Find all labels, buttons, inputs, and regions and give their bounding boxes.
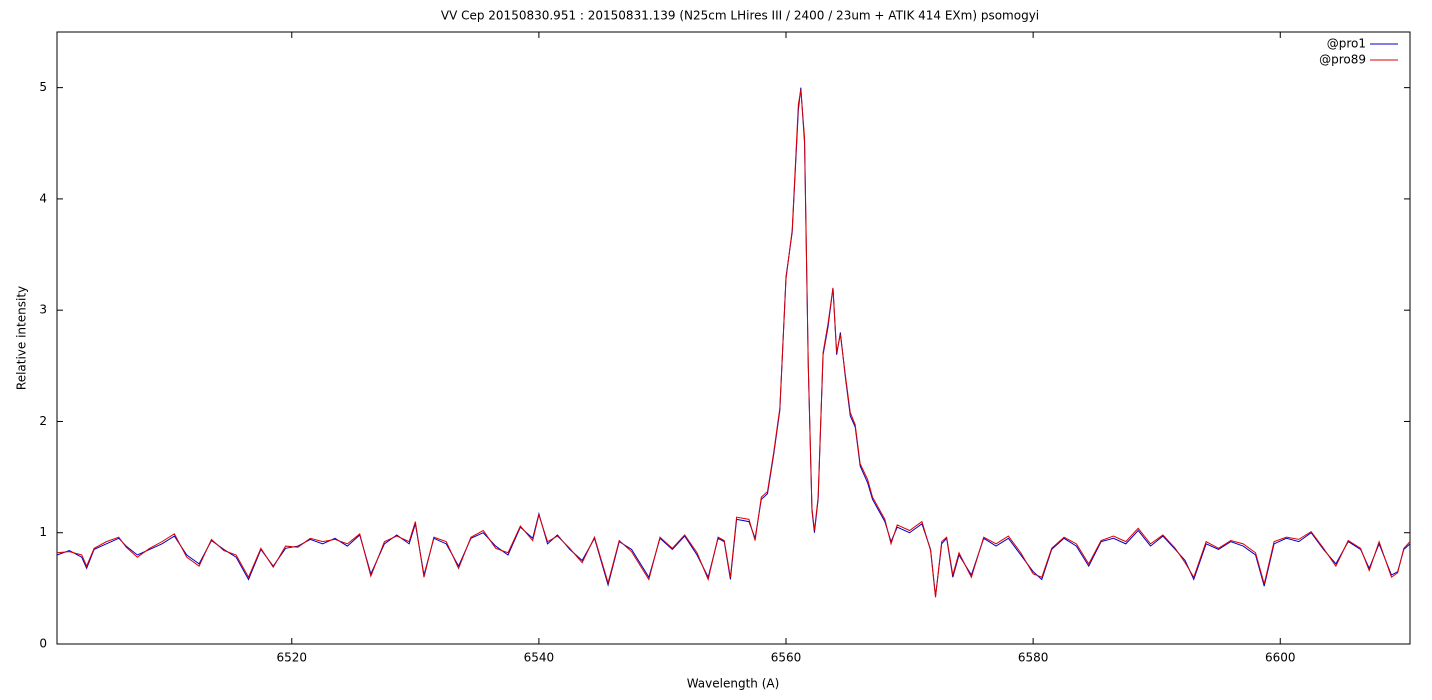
x-tick-label: 6540 [524, 651, 555, 665]
chart-title: VV Cep 20150830.951 : 20150831.139 (N25c… [441, 9, 1039, 23]
y-tick-label: 0 [39, 637, 47, 651]
x-axis-label: Wavelength (A) [687, 677, 780, 691]
y-tick-label: 3 [39, 303, 47, 317]
y-tick-label: 2 [39, 414, 47, 428]
y-tick-label: 4 [39, 191, 47, 205]
legend-label: @pro1 [1327, 37, 1366, 51]
legend-label: @pro89 [1319, 53, 1366, 67]
y-tick-label: 1 [39, 525, 47, 539]
plot-frame [56, 31, 1411, 645]
y-axis-label: Relative intensity [15, 286, 29, 390]
spectrum-line [56, 89, 1411, 598]
spectrum-line [56, 87, 1411, 597]
x-tick-label: 6520 [276, 651, 307, 665]
y-tick-label: 5 [39, 80, 47, 94]
x-tick-label: 6580 [1018, 651, 1049, 665]
x-tick-label: 6560 [771, 651, 802, 665]
x-tick-label: 6600 [1265, 651, 1296, 665]
